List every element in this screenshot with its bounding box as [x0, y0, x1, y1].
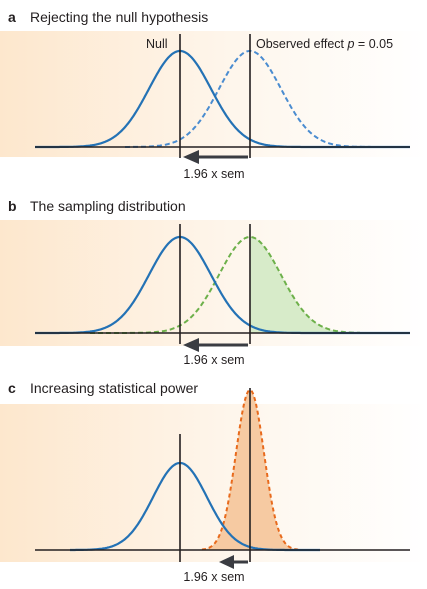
panel-c-background	[0, 404, 427, 562]
panel-b-header: b The sampling distribution	[8, 198, 186, 214]
sem-arrow-head	[219, 555, 234, 569]
sem-label: 1.96 x sem	[183, 570, 244, 584]
sem-arrow-head	[183, 150, 199, 164]
observed-effect-label: Observed effect p = 0.05	[256, 37, 393, 51]
panel-c-letter: c	[8, 380, 16, 396]
null-distribution-curve	[35, 235, 410, 335]
observed-distribution-curve	[125, 50, 410, 148]
sem-label: 1.96 x sem	[183, 167, 244, 181]
panel-c: c Increasing statistical power 1.96 x sem	[0, 376, 427, 589]
panel-c-plot: 1.96 x sem	[35, 388, 410, 584]
null-label: Null	[146, 37, 168, 51]
sampling-tail-fill	[250, 237, 360, 333]
sem-label: 1.96 x sem	[183, 353, 244, 367]
panel-c-header: c Increasing statistical power	[8, 380, 198, 396]
panel-a: a Rejecting the null hypothesis Null Obse…	[0, 0, 427, 196]
panel-a-plot: Null Observed effect p = 0.05 1.96 x sem	[35, 34, 410, 181]
panel-b-title: The sampling distribution	[30, 198, 186, 214]
panel-a-title: Rejecting the null hypothesis	[30, 9, 209, 25]
panel-c-title: Increasing statistical power	[30, 380, 199, 396]
null-distribution-curve	[70, 461, 320, 552]
sampling-distribution-curve	[90, 236, 360, 334]
panel-a-header: a Rejecting the null hypothesis	[8, 9, 208, 25]
sem-arrow-head	[183, 338, 199, 352]
null-distribution-curve	[35, 49, 410, 149]
panel-b-letter: b	[8, 198, 17, 214]
panel-b: b The sampling distribution 1.96 x sem	[0, 196, 427, 376]
panel-a-letter: a	[8, 9, 16, 25]
panel-b-plot: 1.96 x sem	[35, 224, 410, 367]
